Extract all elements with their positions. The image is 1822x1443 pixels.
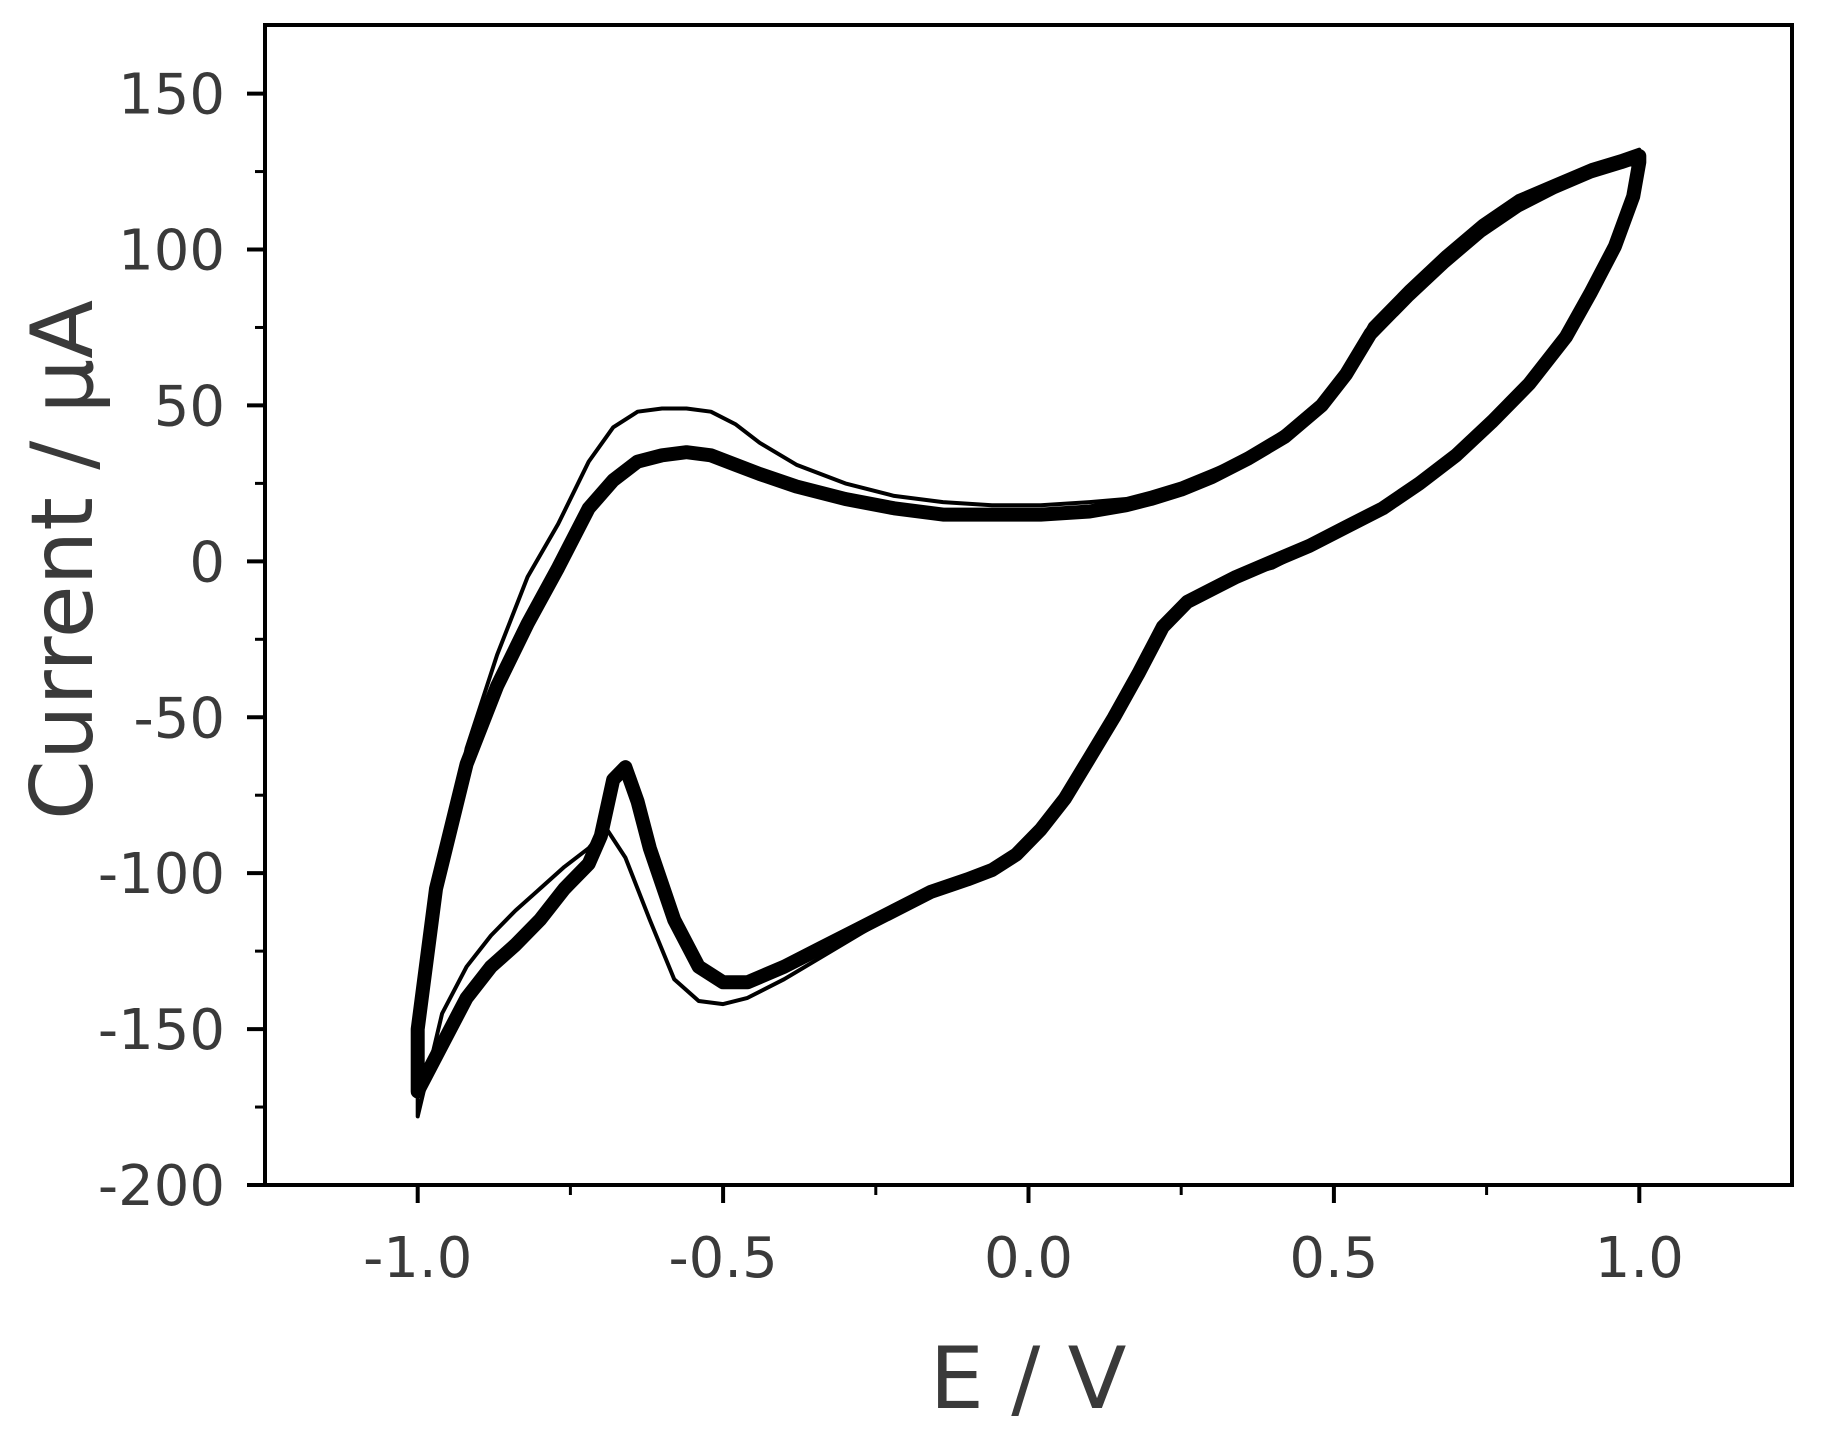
y-axis: -200 -150 -100 -50 0 50 100 150 xyxy=(98,63,265,1219)
y-tick-label: 150 xyxy=(118,63,225,128)
y-tick-label: -150 xyxy=(98,998,225,1063)
y-axis-title: Current / µA xyxy=(13,300,113,820)
plot-frame xyxy=(263,23,1794,1187)
y-tick-label: -200 xyxy=(98,1154,225,1219)
y-tick-label: 0 xyxy=(189,530,225,595)
y-tick-label: -50 xyxy=(134,686,225,751)
x-tick-label: -0.5 xyxy=(668,1226,777,1291)
series-layer xyxy=(410,147,1647,1119)
y-tick-label: 100 xyxy=(118,219,225,284)
x-tick-label: 0.5 xyxy=(1289,1226,1378,1291)
x-axis-title: E / V xyxy=(930,1329,1127,1429)
x-axis: -1.0 -0.5 0.0 0.5 1.0 xyxy=(363,1185,1684,1291)
y-tick-label: -100 xyxy=(98,842,225,907)
x-tick-label: 1.0 xyxy=(1595,1226,1684,1291)
y-tick-label: 50 xyxy=(154,374,225,439)
cv-curve-thin xyxy=(415,147,1642,1119)
x-tick-label: -1.0 xyxy=(363,1226,472,1291)
x-tick-label: 0.0 xyxy=(984,1226,1073,1291)
cv-curve-thick xyxy=(410,149,1647,1099)
